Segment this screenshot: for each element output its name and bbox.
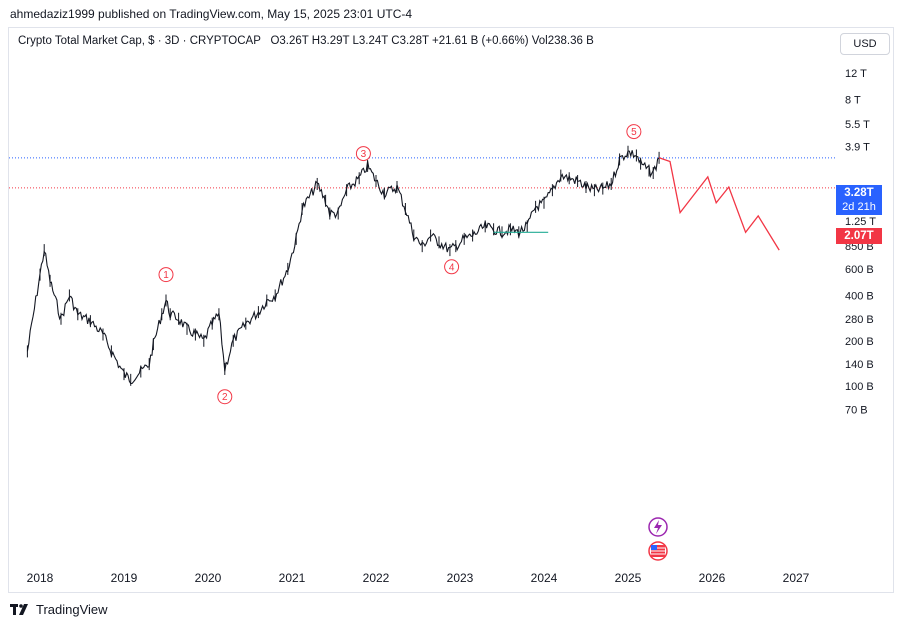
wave-label-text: 4 — [449, 262, 455, 273]
us-flag-icon[interactable] — [648, 541, 668, 561]
time-axis-label: 2020 — [195, 571, 222, 585]
wave-label-circle — [355, 146, 371, 162]
price-axis-label: 140 B — [845, 359, 874, 371]
time-axis-label: 2022 — [363, 571, 390, 585]
price-axis-label: 100 B — [845, 381, 874, 393]
price-series-line — [26, 150, 660, 385]
wave-label-text: 1 — [163, 270, 169, 281]
price-axis-label: 3.9 T — [845, 142, 870, 154]
currency-button[interactable]: USD — [840, 33, 890, 55]
wave-label: 1 — [158, 267, 174, 283]
price-axis-label: 200 B — [845, 336, 874, 348]
time-axis-label: 2018 — [27, 571, 54, 585]
brand-footer[interactable]: TradingView — [10, 602, 108, 617]
price-axis-label: 1.25 T — [845, 216, 876, 228]
bar-countdown: 2d 21h — [842, 201, 876, 213]
publisher-line: ahmedaziz1999 published on TradingView.c… — [10, 7, 413, 21]
time-axis-label: 2023 — [447, 571, 474, 585]
brand-name: TradingView — [36, 602, 108, 617]
price-axis-label: 600 B — [845, 264, 874, 276]
price-axis-label: 400 B — [845, 290, 874, 302]
projection-line — [658, 157, 780, 251]
time-axis-label: 2025 — [615, 571, 642, 585]
ohlc-values: O3.26T H3.29T L3.24T C3.28T +21.61 B (+0… — [270, 35, 594, 47]
wave-label: 2 — [217, 389, 233, 405]
price-axis-label: 70 B — [845, 404, 868, 416]
wave-label: 3 — [355, 146, 371, 162]
price-axis-label: 8 T — [845, 95, 861, 107]
level-price-tag: 2.07T — [836, 228, 882, 244]
symbol-name: Crypto Total Market Cap, $ · 3D · CRYPTO… — [18, 35, 261, 47]
price-axis-label: 280 B — [845, 314, 874, 326]
wave-label-circle — [444, 259, 460, 275]
wave-label-circle — [626, 124, 642, 140]
tradingview-logo-icon — [10, 603, 28, 615]
price-axis-label: 12 T — [845, 68, 867, 80]
wave-label: 5 — [626, 124, 642, 140]
wave-label-text: 2 — [222, 392, 228, 403]
time-axis-label: 2019 — [111, 571, 138, 585]
chart-frame — [8, 27, 894, 593]
wave-label-text: 5 — [631, 127, 637, 138]
wave-label: 4 — [444, 259, 460, 275]
time-axis-label: 2026 — [699, 571, 726, 585]
wave-label-circle — [158, 267, 174, 283]
lightning-icon[interactable] — [648, 517, 668, 537]
wave-label-text: 3 — [361, 149, 367, 160]
wave-label-circle — [217, 389, 233, 405]
time-axis-label: 2027 — [783, 571, 810, 585]
price-axis-label: 5.5 T — [845, 119, 870, 131]
current-price-tag: 3.28T 2d 21h — [836, 185, 882, 215]
time-axis-label: 2021 — [279, 571, 306, 585]
price-axis-label: 850 B — [845, 241, 874, 253]
time-axis-label: 2024 — [531, 571, 558, 585]
current-price-value: 3.28T — [844, 187, 874, 199]
symbol-legend[interactable]: Crypto Total Market Cap, $ · 3D · CRYPTO… — [18, 35, 594, 47]
